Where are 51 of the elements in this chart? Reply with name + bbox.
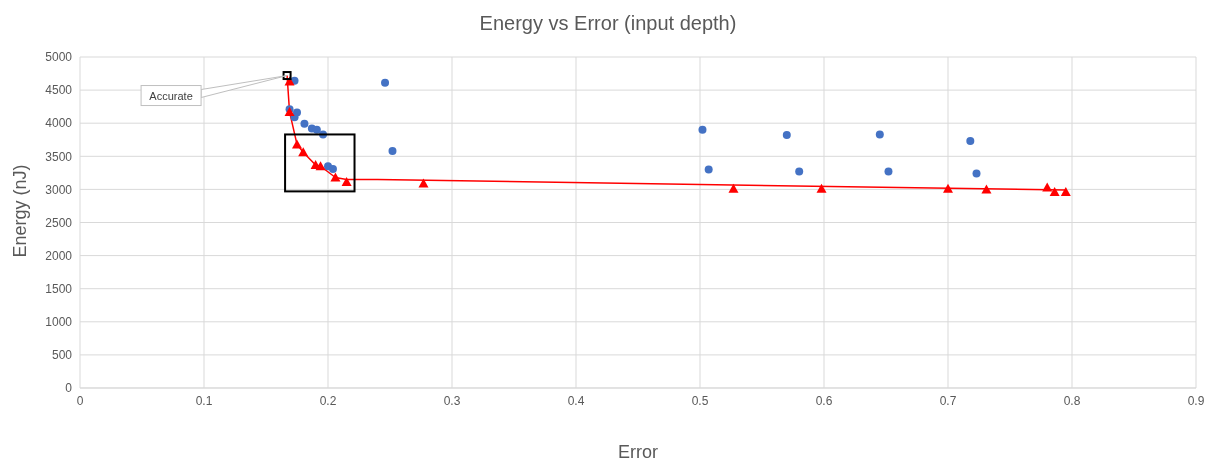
x-tick-label: 0.7 xyxy=(939,393,957,408)
point xyxy=(972,169,981,178)
point xyxy=(704,165,713,174)
x-tick-label: 0.8 xyxy=(1063,393,1081,408)
point xyxy=(315,161,326,171)
point xyxy=(698,125,707,134)
point xyxy=(341,177,352,187)
x-tick-label: 0.3 xyxy=(443,393,461,408)
chart-title: Energy vs Error (input depth) xyxy=(478,12,738,35)
x-tick-label: 0.5 xyxy=(691,393,709,408)
point xyxy=(1060,187,1071,197)
annotation: Accurate xyxy=(149,89,193,102)
x-tick-label: 0.6 xyxy=(815,393,833,408)
point xyxy=(388,147,397,155)
point xyxy=(816,183,827,193)
x-tick-label: 0 xyxy=(76,393,84,408)
point xyxy=(282,71,292,81)
point xyxy=(981,184,992,194)
x-tick-label: 0.4 xyxy=(567,393,585,408)
y-tick-label: 500 xyxy=(51,348,73,363)
point xyxy=(966,137,975,146)
x-tick-label: 0.1 xyxy=(195,393,213,408)
y-tick-label: 1000 xyxy=(45,315,73,330)
point xyxy=(943,183,953,193)
point xyxy=(875,130,884,139)
y-tick-label: 3500 xyxy=(45,149,73,164)
point xyxy=(381,78,390,87)
y-tick-label: 2500 xyxy=(45,215,73,230)
point xyxy=(292,139,302,149)
point xyxy=(728,183,739,193)
point xyxy=(1049,187,1060,197)
point xyxy=(328,164,337,173)
y-tick-label: 0 xyxy=(65,381,73,396)
point xyxy=(298,147,309,157)
y-tick-label: 4500 xyxy=(45,83,73,98)
point xyxy=(884,167,893,176)
y-tick-label: 5000 xyxy=(45,50,73,65)
y-tick-label: 3000 xyxy=(45,182,73,197)
point xyxy=(418,178,429,188)
point xyxy=(312,125,321,134)
y-tick-label: 2000 xyxy=(45,248,73,263)
y-tick-label: 1500 xyxy=(45,281,73,296)
x-tick-label: 0.9 xyxy=(1187,393,1205,408)
point xyxy=(300,119,309,128)
point xyxy=(795,167,804,176)
x-tick-label: 0.2 xyxy=(319,393,337,408)
point xyxy=(1042,182,1053,192)
y-tick-label: 4000 xyxy=(45,116,73,131)
x-axis-title: Error xyxy=(617,442,659,463)
point xyxy=(782,131,791,140)
y-axis-title: Energy (nJ) xyxy=(10,163,31,258)
